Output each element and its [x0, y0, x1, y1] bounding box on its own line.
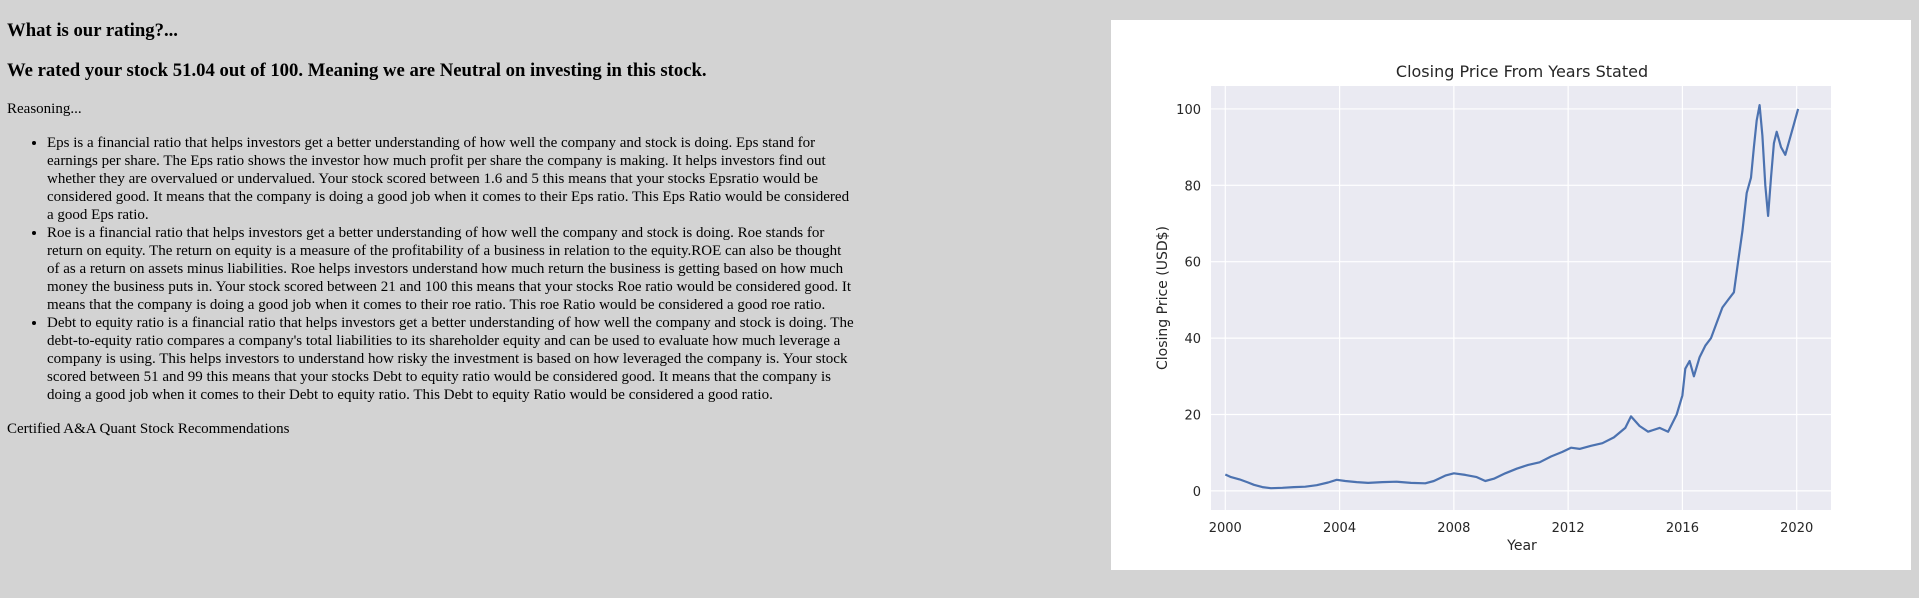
y-tick-label: 80 [1184, 179, 1201, 194]
x-tick-label: 2016 [1666, 521, 1699, 536]
x-tick-label: 2020 [1780, 521, 1813, 536]
y-tick-label: 20 [1184, 409, 1201, 424]
chart-panel: Closing Price From Years Stated 2000 2004… [1111, 20, 1911, 570]
closing-price-line [1224, 104, 1800, 490]
x-tick-label: 2000 [1209, 521, 1242, 536]
x-tick-label: 2012 [1552, 521, 1585, 536]
x-axis-label: Year [1506, 538, 1537, 554]
certified-footer: Certified A&A Quant Stock Recommendation… [7, 421, 290, 437]
x-tick-label: 2008 [1437, 521, 1470, 536]
reasoning-list: Eps is a financial ratio that helps inve… [7, 134, 857, 404]
chart-title: Closing Price From Years Stated [1396, 62, 1648, 81]
reasoning-label: Reasoning... [7, 101, 82, 117]
plot-area [1211, 86, 1831, 510]
rating-headline: We rated your stock 51.04 out of 100. Me… [7, 60, 707, 81]
closing-price-chart: Closing Price From Years Stated 2000 2004… [1155, 62, 1831, 554]
reason-eps: Eps is a financial ratio that helps inve… [47, 134, 857, 224]
rating-report: What is our rating?... We rated your sto… [7, 0, 857, 438]
y-tick-label: 0 [1193, 485, 1201, 500]
y-axis-label: Closing Price (USD$) [1155, 226, 1171, 370]
y-tick-label: 100 [1176, 103, 1201, 118]
grid-lines [1211, 86, 1831, 510]
reason-roe: Roe is a financial ratio that helps inve… [47, 224, 857, 314]
rating-question: What is our rating?... [7, 20, 178, 41]
x-tick-label: 2004 [1323, 521, 1356, 536]
tick-labels: 2000 2004 2008 2012 2016 2020 0 20 40 60 80 100 [1176, 103, 1813, 536]
y-tick-label: 60 [1184, 256, 1201, 271]
y-tick-label: 40 [1184, 332, 1201, 347]
reason-debt-to-equity: Debt to equity ratio is a financial rati… [47, 314, 857, 404]
